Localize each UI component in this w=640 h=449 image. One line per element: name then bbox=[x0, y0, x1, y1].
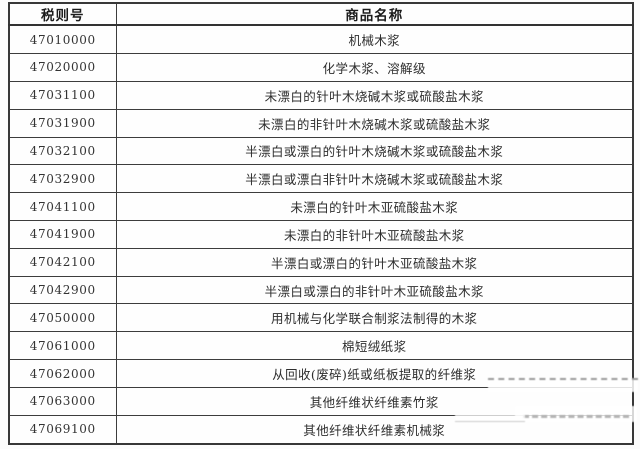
product-name-cell: 半漂白或漂白的针叶木亚硫酸盐木浆 bbox=[115, 247, 634, 277]
product-name-cell: 用机械与化学联合制浆法制得的木浆 bbox=[115, 303, 634, 333]
product-name-cell: 从回收(废碎)纸或纸板提取的纤维浆 bbox=[115, 359, 634, 388]
product-name-cell: 半漂白或漂白的针叶木烧碱木浆或硫酸盐木浆 bbox=[115, 136, 634, 166]
tariff-code-cell: 47031900 bbox=[8, 108, 117, 138]
table-row: 47010000 机械木浆 bbox=[8, 24, 634, 55]
product-name-cell: 未漂白的非针叶木烧碱木浆或硫酸盐木浆 bbox=[115, 108, 634, 138]
tariff-code-cell: 47042100 bbox=[8, 247, 117, 277]
product-name-cell: 半漂白或漂白非针叶木烧碱木浆或硫酸盐木浆 bbox=[115, 164, 634, 194]
table-header: 税则号 商品名称 bbox=[8, 2, 634, 26]
table-row: 47032900 半漂白或漂白非针叶木烧碱木浆或硫酸盐木浆 bbox=[8, 164, 634, 194]
tariff-code-cell: 47042900 bbox=[8, 275, 117, 305]
table-row: 47050000 用机械与化学联合制浆法制得的木浆 bbox=[8, 303, 634, 333]
column-header-tariff-code: 税则号 bbox=[8, 2, 117, 26]
table-row: 47041900 未漂白的非针叶木亚硫酸盐木浆 bbox=[8, 220, 634, 249]
table-row: 47031100 未漂白的针叶木烧碱木浆或硫酸盐木浆 bbox=[8, 80, 634, 110]
tariff-code-cell: 47063000 bbox=[8, 386, 117, 416]
product-name-cell: 未漂白的非针叶木亚硫酸盐木浆 bbox=[115, 220, 634, 249]
product-name-cell: 其他纤维状纤维素竹浆 bbox=[115, 386, 634, 416]
product-name-cell: 棉短绒纸浆 bbox=[115, 331, 634, 361]
table-row: 47031900 未漂白的非针叶木烧碱木浆或硫酸盐木浆 bbox=[8, 108, 634, 138]
tariff-code-cell: 47061000 bbox=[8, 331, 117, 361]
product-name-cell: 化学木浆、溶解级 bbox=[115, 53, 634, 82]
product-name-cell: 其他纤维状纤维素机械浆 bbox=[115, 414, 634, 445]
table-body: 47010000 机械木浆 47020000 化学木浆、溶解级 47031100… bbox=[8, 24, 634, 445]
product-name-cell: 机械木浆 bbox=[115, 24, 634, 55]
table-row: 47042100 半漂白或漂白的针叶木亚硫酸盐木浆 bbox=[8, 247, 634, 277]
table-row: 47020000 化学木浆、溶解级 bbox=[8, 53, 634, 82]
column-header-product-name: 商品名称 bbox=[115, 2, 634, 26]
tariff-code-cell: 47062000 bbox=[8, 359, 117, 388]
tariff-code-cell: 47069100 bbox=[8, 414, 117, 445]
tariff-code-cell: 47032100 bbox=[8, 136, 117, 166]
table-row: 47041100 未漂白的针叶木亚硫酸盐木浆 bbox=[8, 192, 634, 221]
tariff-code-cell: 47020000 bbox=[8, 53, 117, 82]
table-row: 47061000 棉短绒纸浆 bbox=[8, 331, 634, 361]
table-row: 47062000 从回收(废碎)纸或纸板提取的纤维浆 bbox=[8, 359, 634, 388]
product-name-cell: 未漂白的针叶木亚硫酸盐木浆 bbox=[115, 192, 634, 221]
product-name-cell: 未漂白的针叶木烧碱木浆或硫酸盐木浆 bbox=[115, 80, 634, 110]
tariff-code-cell: 47031100 bbox=[8, 80, 117, 110]
tariff-code-cell: 47010000 bbox=[8, 24, 117, 55]
table-row: 47063000 其他纤维状纤维素竹浆 bbox=[8, 386, 634, 416]
header-row: 税则号 商品名称 bbox=[8, 2, 634, 26]
table-row: 47032100 半漂白或漂白的针叶木烧碱木浆或硫酸盐木浆 bbox=[8, 136, 634, 166]
tariff-code-cell: 47041900 bbox=[8, 220, 117, 249]
tariff-table: 税则号 商品名称 47010000 机械木浆 47020000 化学木浆、溶解级… bbox=[8, 2, 634, 445]
table-row: 47042900 半漂白或漂白的非针叶木亚硫酸盐木浆 bbox=[8, 275, 634, 305]
tariff-code-cell: 47041100 bbox=[8, 192, 117, 221]
product-name-cell: 半漂白或漂白的非针叶木亚硫酸盐木浆 bbox=[115, 275, 634, 305]
table-row: 47069100 其他纤维状纤维素机械浆 bbox=[8, 414, 634, 445]
tariff-code-cell: 47032900 bbox=[8, 164, 117, 194]
tariff-code-cell: 47050000 bbox=[8, 303, 117, 333]
